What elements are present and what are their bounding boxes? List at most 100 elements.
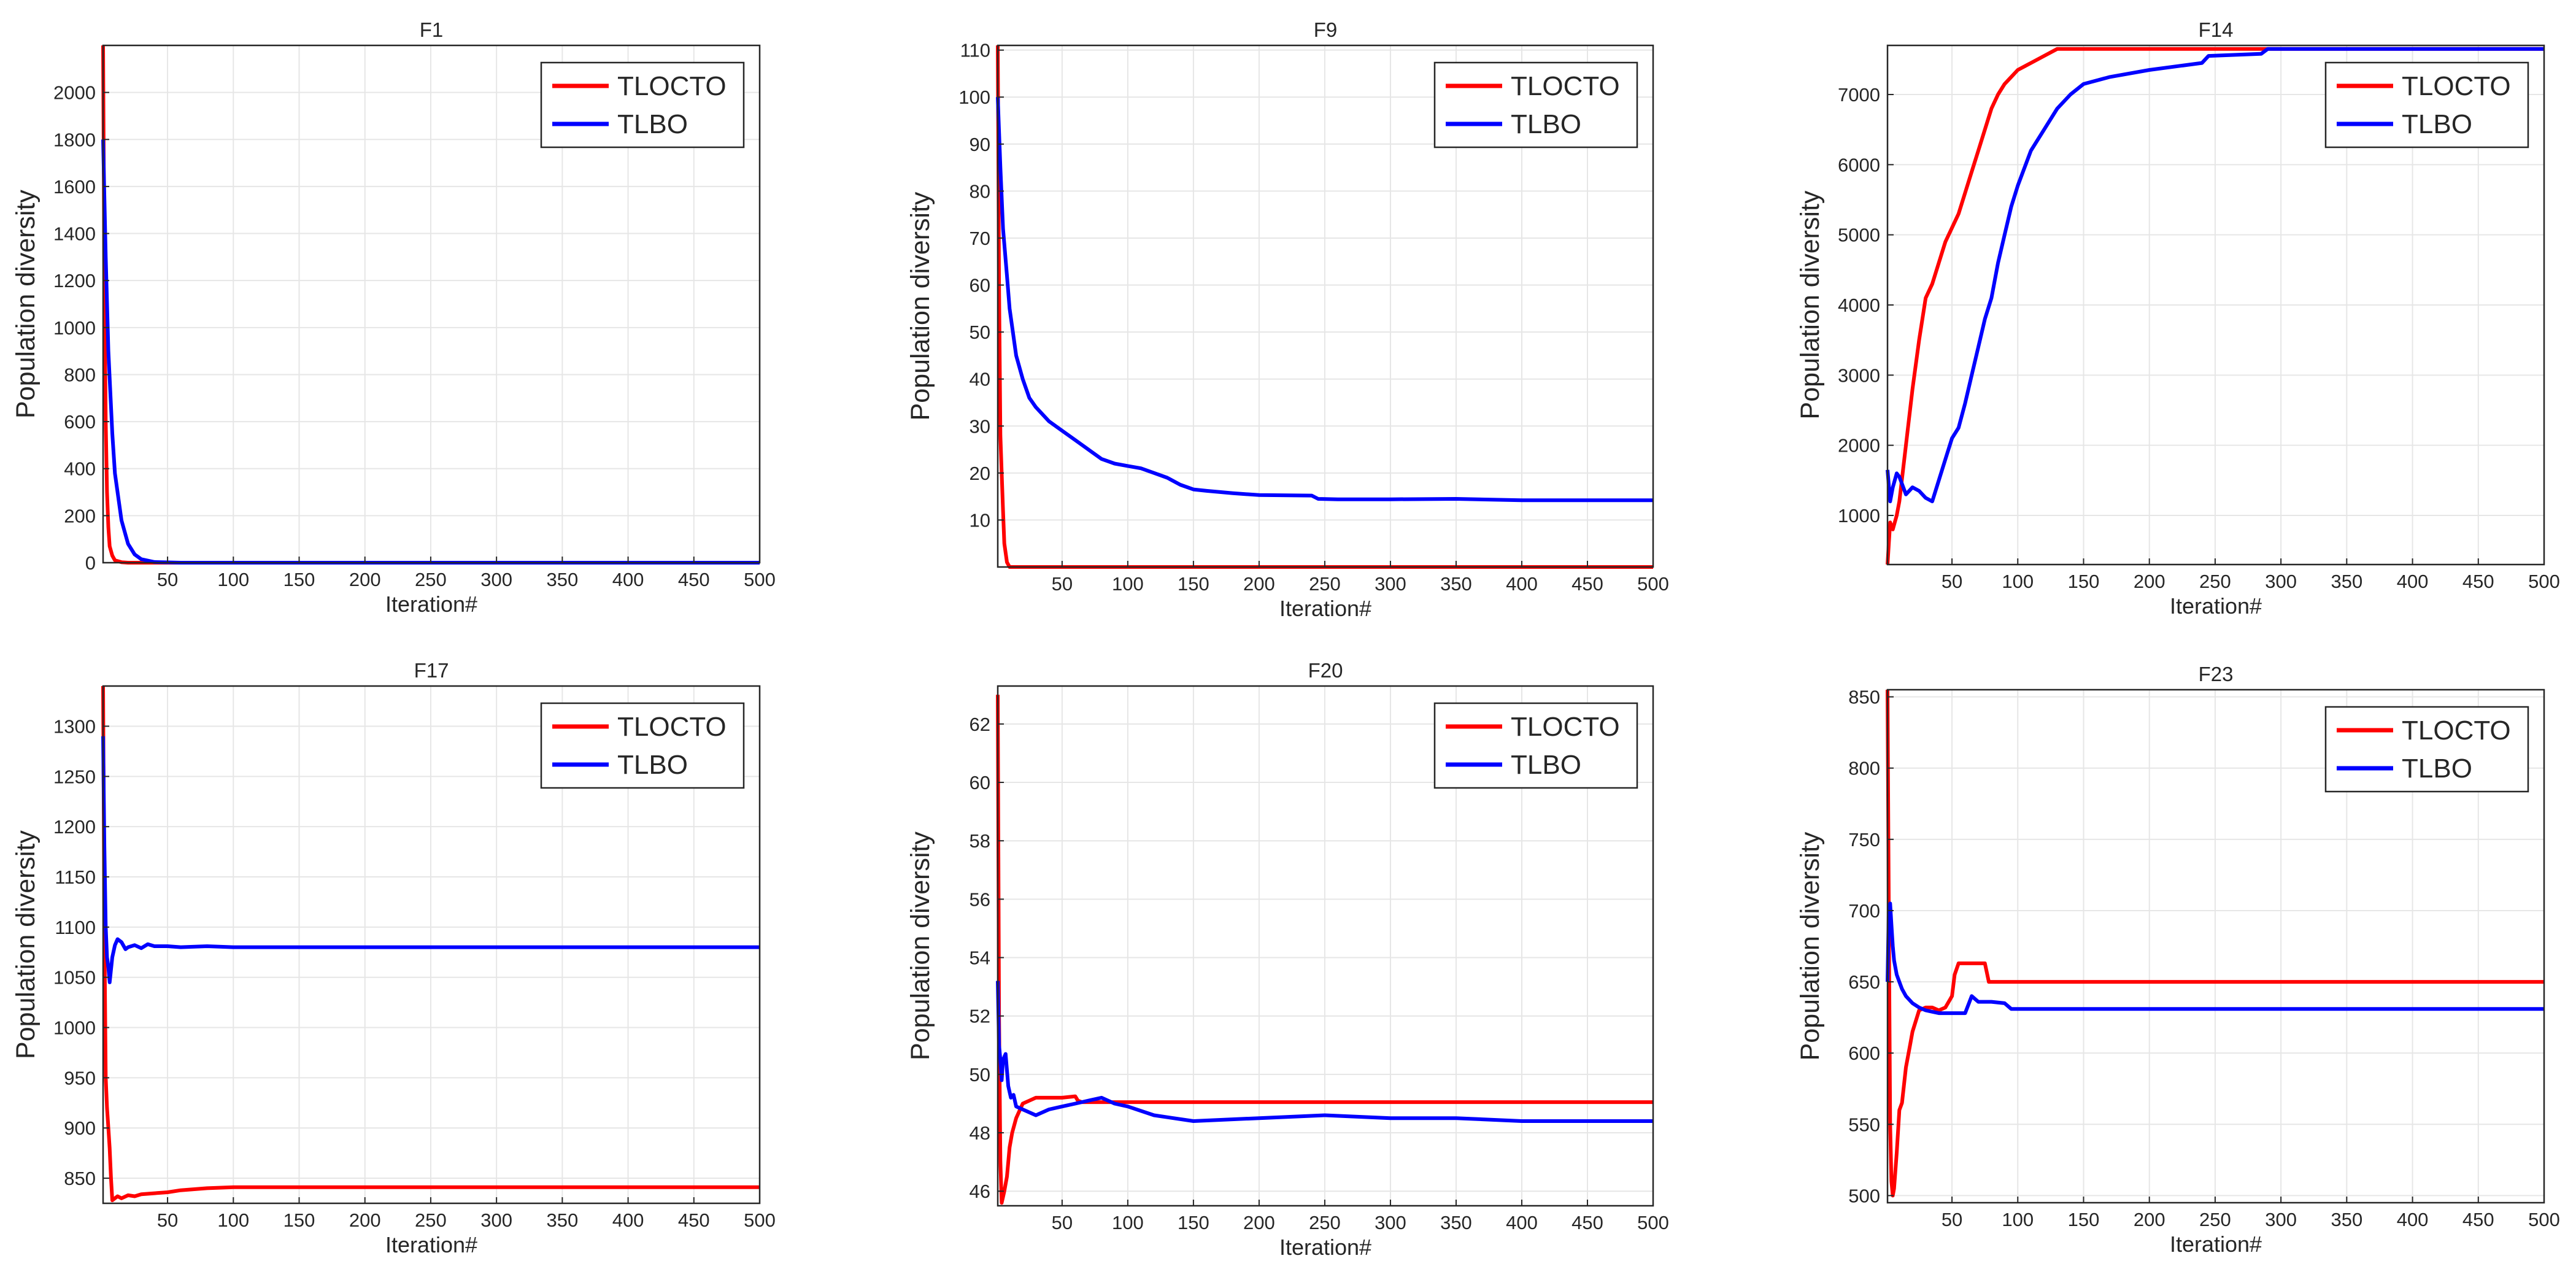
axes-box [102,685,761,1205]
x-tick-label: 350 [1440,573,1472,595]
x-tick-label: 200 [1243,573,1275,595]
x-tick-label: 250 [415,569,447,590]
chart-title: F1 [420,18,444,41]
axes-box [1886,688,2545,1204]
series-line-tlbo [996,97,1653,503]
y-axis-label: Population diversity [11,190,40,418]
x-tick-label: 150 [2068,1209,2100,1230]
axes-box [102,44,761,564]
legend-label-tlbo: TLBO [1511,109,1581,139]
y-tick-label: 2000 [1838,435,1880,457]
y-tick-label: 10 [970,509,990,531]
legend-label-tlocto: TLOCTO [1511,712,1620,742]
y-tick-label: 0 [85,552,96,574]
legend: TLOCTO TLBO [540,702,745,789]
x-tick-label: 450 [2462,571,2494,592]
y-tick-label: 650 [1848,971,1880,993]
chart-f1: 50 100 150 200 250 300 350 400 450 500 0 200 400 600 8… [11,18,776,617]
x-tick-label: 200 [2134,1209,2165,1230]
y-tick-label: 20 [970,463,990,484]
y-tick-label: 1150 [55,866,96,888]
x-tick-label: 150 [2068,571,2100,592]
y-tick-label: 7000 [1838,84,1880,106]
x-tick-label: 500 [744,1209,776,1231]
x-tick-label: 150 [283,1209,315,1231]
x-tick-label: 100 [2002,571,2034,592]
chart-title: F23 [2199,663,2234,685]
x-tick-label: 450 [678,569,710,590]
legend-label-tlocto: TLOCTO [2402,71,2511,101]
y-tick-label: 1000 [53,1017,96,1039]
y-tick-label: 52 [970,1006,990,1027]
chart-f23: 50 100 150 200 250 300 350 400 450 500 500 550 600 65… [1795,663,2560,1257]
x-tick-label: 400 [1506,573,1538,595]
y-tick-label: 600 [1848,1043,1880,1064]
y-tick-label: 5000 [1838,225,1880,246]
y-tick-label: 58 [970,830,990,852]
y-tick-label: 800 [64,364,96,385]
x-tick-label: 300 [2265,1209,2297,1230]
legend-label-tlocto: TLOCTO [617,71,727,101]
y-tick-label: 100 [958,87,990,108]
x-tick-label: 500 [1637,573,1669,595]
y-tick-label: 900 [64,1117,96,1139]
x-tick-label: 500 [1637,1212,1669,1233]
y-tick-label: 54 [970,947,990,969]
x-tick-label: 400 [612,569,644,590]
series-line-tlocto [101,685,760,1203]
y-tick-label: 40 [970,369,990,390]
x-tick-label: 300 [1375,573,1406,595]
legend-label-tlbo: TLBO [617,750,688,780]
chart-title: F17 [414,659,449,682]
x-tick-label: 350 [2331,1209,2362,1230]
y-tick-label: 1200 [53,816,96,838]
x-tick-label: 50 [1052,573,1073,595]
legend-box [540,702,745,789]
x-tick-label: 250 [2199,571,2231,592]
chart-title: F9 [1314,18,1338,41]
x-tick-label: 100 [2002,1209,2034,1230]
x-tick-label: 100 [1112,573,1144,595]
y-tick-label: 70 [970,228,990,249]
x-tick-label: 250 [1309,573,1341,595]
x-tick-label: 500 [2528,1209,2560,1230]
legend-label-tlbo: TLBO [2402,109,2472,139]
x-tick-label: 350 [2331,571,2362,592]
y-tick-label: 1600 [53,176,96,198]
y-tick-label: 50 [970,1064,990,1086]
x-axis-label: Iteration# [2170,1232,2262,1257]
legend: TLOCTO TLBO [2324,61,2529,148]
x-tick-label: 150 [283,569,315,590]
y-tick-label: 30 [970,415,990,437]
legend: TLOCTO TLBO [1433,702,1638,789]
y-tick-label: 6000 [1838,154,1880,175]
x-tick-label: 450 [1571,573,1603,595]
x-tick-label: 50 [157,569,178,590]
legend: TLOCTO TLBO [2324,706,2529,793]
y-tick-label: 1050 [53,967,96,989]
series-line-tlocto [996,695,1653,1205]
y-axis-label: Population diversity [1795,190,1825,419]
legend: TLOCTO TLBO [540,61,745,148]
x-tick-label: 100 [217,569,249,590]
y-tick-label: 500 [1848,1185,1880,1206]
y-tick-label: 90 [970,134,990,155]
y-tick-label: 60 [970,275,990,296]
series-line-tlbo [996,981,1653,1123]
y-tick-label: 750 [1848,829,1880,850]
y-tick-label: 1100 [55,917,96,938]
x-axis-label: Iteration# [2170,593,2262,619]
y-tick-label: 600 [64,411,96,433]
y-tick-label: 80 [970,180,990,202]
x-tick-label: 350 [546,1209,578,1231]
y-axis-label: Population diversity [1795,831,1825,1060]
chart-f20: 50 100 150 200 250 300 350 400 450 500 46 48 50 52 54 5… [906,659,1669,1260]
chart-title: F20 [1308,659,1343,682]
y-tick-label: 2000 [53,82,96,104]
x-tick-label: 450 [1571,1212,1603,1233]
legend-box [540,61,745,148]
chart-f17: 50 100 150 200 250 300 350 400 450 500 850 900 950 10… [11,659,776,1257]
x-tick-label: 300 [480,569,512,590]
x-tick-label: 400 [2397,571,2429,592]
